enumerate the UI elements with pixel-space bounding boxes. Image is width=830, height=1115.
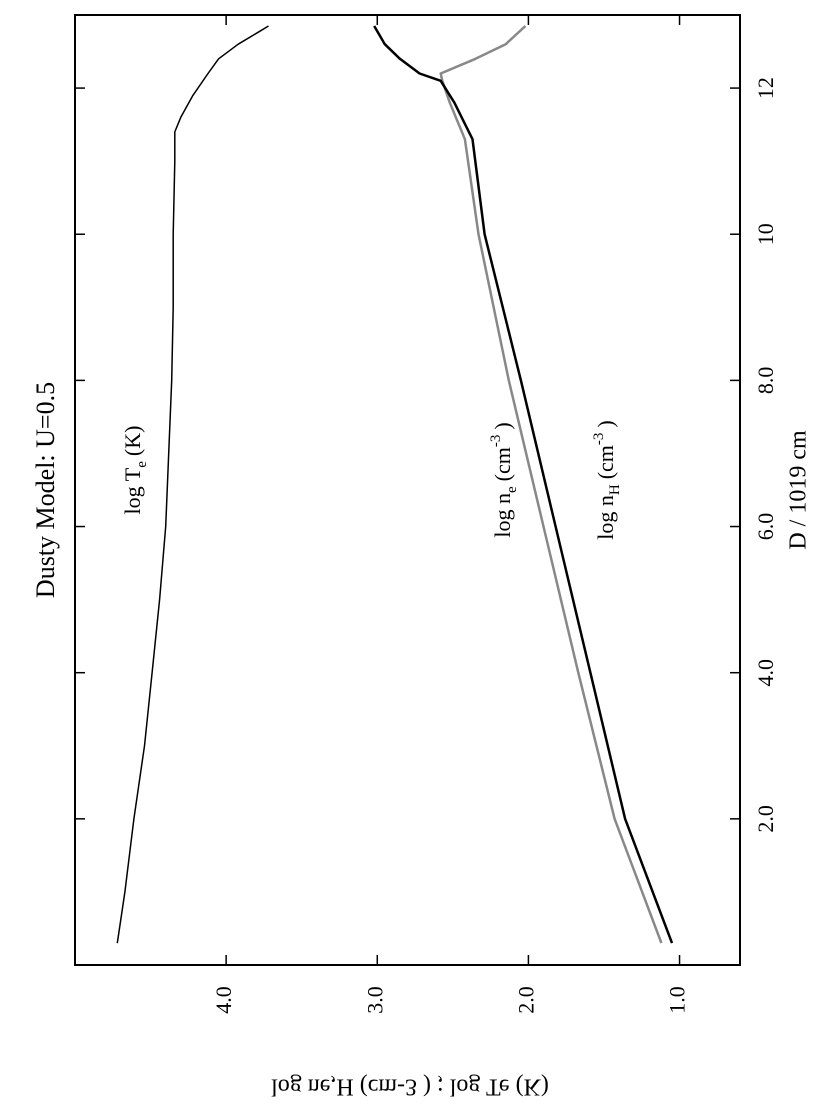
x-tick-label: 6.0 xyxy=(753,513,778,541)
annotation-part: e xyxy=(134,461,150,468)
annotation-part: H xyxy=(607,484,623,495)
y-tick-label: 2.0 xyxy=(513,986,538,1014)
annotation-part: (cm xyxy=(593,445,618,479)
annotation-part: (K) xyxy=(120,426,145,457)
x-tick-label: 12 xyxy=(753,77,778,99)
annotation-part: log n xyxy=(490,493,515,538)
annotation-part: log T xyxy=(120,467,145,514)
annotation-part: ) xyxy=(490,422,515,429)
annotation-part: e xyxy=(504,486,520,493)
annotation-part: (cm xyxy=(490,447,515,481)
x-axis-label: D / 1019 cm xyxy=(786,430,812,550)
x-tick-label: 2.0 xyxy=(753,805,778,833)
annotation: log nH (cm-3) xyxy=(591,420,623,540)
series-line xyxy=(373,25,674,944)
annotation-part: ) xyxy=(593,420,618,427)
annotation-part: -3 xyxy=(591,433,607,446)
y-tick-label: 4.0 xyxy=(211,986,236,1014)
x-tick-label: 8.0 xyxy=(753,367,778,395)
y-tick-label: 3.0 xyxy=(362,986,387,1014)
series-line xyxy=(439,25,663,944)
chart-title: Dusty Model: U=0.5 xyxy=(31,382,60,598)
annotation-part: log n xyxy=(593,495,618,540)
x-tick-label: 4.0 xyxy=(753,659,778,687)
annotation: log ne (cm-3) xyxy=(488,422,520,537)
y-axis-label: log ne,H (cm-3 ) ; log Te (K) xyxy=(271,1073,549,1099)
y-tick-label: 1.0 xyxy=(665,986,690,1014)
annotation: log Te (K) xyxy=(120,426,150,515)
plot-frame xyxy=(74,14,741,966)
x-tick-label: 10 xyxy=(753,223,778,245)
annotation-part: -3 xyxy=(488,435,504,448)
series-line xyxy=(116,25,269,944)
